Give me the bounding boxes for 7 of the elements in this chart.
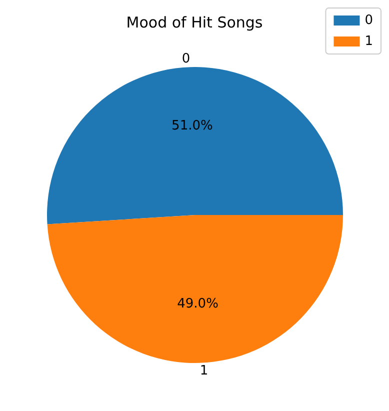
slice-label: 1 bbox=[200, 363, 208, 378]
data-label: 49.0% bbox=[177, 296, 218, 312]
chart-title: Mood of Hit Songs bbox=[126, 14, 263, 32]
slice-label: 0 bbox=[182, 52, 190, 67]
legend-label: 0 bbox=[364, 13, 374, 28]
legend-label: 1 bbox=[364, 34, 374, 49]
data-label: 51.0% bbox=[172, 118, 213, 134]
